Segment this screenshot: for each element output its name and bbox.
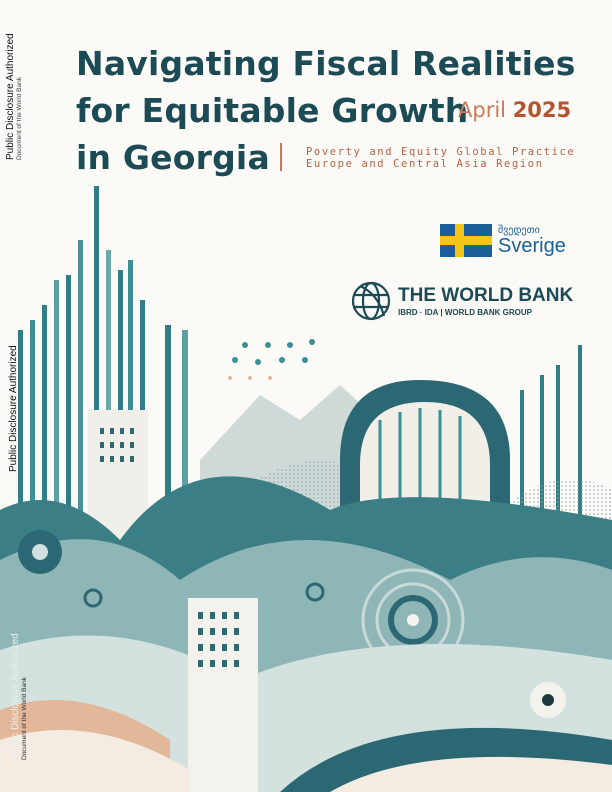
disclosure-text: Public Disclosure Authorized bbox=[10, 633, 21, 760]
disclosure-label-top: Public Disclosure Authorized Document of… bbox=[5, 33, 23, 160]
title-line-2: for Equitable Growth bbox=[76, 91, 469, 130]
subtitle: Poverty and Equity Global Practice Europ… bbox=[306, 146, 575, 170]
title-line-1: Navigating Fiscal Realities bbox=[76, 44, 576, 83]
subtitle-line-1: Poverty and Equity Global Practice bbox=[306, 146, 576, 158]
disclosure-label-mid: Public Disclosure Authorized bbox=[8, 345, 19, 472]
dots-cluster bbox=[228, 339, 315, 380]
sweden-logo: შვედეთი Sverige bbox=[440, 224, 566, 257]
cover-illustration bbox=[0, 186, 612, 792]
disclosure-text: Public Disclosure Authorized bbox=[5, 33, 16, 160]
page-title: Navigating Fiscal Realities for Equitabl… bbox=[76, 40, 576, 181]
publication-date: April 2025 bbox=[458, 98, 571, 122]
sweden-flag-icon bbox=[440, 224, 492, 257]
document-text: Document of the World Bank bbox=[21, 677, 28, 760]
document-text: Document of the World Bank bbox=[16, 77, 23, 160]
world-bank-logo: THE WORLD BANK IBRD · IDA | WORLD BANK G… bbox=[350, 280, 573, 322]
title-line-3: in Georgia bbox=[76, 138, 270, 177]
date-month: April bbox=[458, 98, 506, 122]
disclosure-text: Public Disclosure Authorized bbox=[8, 345, 19, 472]
globe-icon bbox=[351, 281, 391, 321]
world-bank-name: THE WORLD BANK bbox=[398, 284, 574, 306]
disclosure-label-bottom: Public Disclosure Authorized Document of… bbox=[10, 633, 28, 760]
building-center bbox=[188, 598, 258, 792]
sweden-georgian-name: შვედეთი bbox=[498, 225, 540, 236]
world-bank-sub: IBRD · IDA | WORLD BANK GROUP bbox=[398, 307, 532, 317]
date-year: 2025 bbox=[512, 98, 572, 122]
sweden-name: Sverige bbox=[498, 235, 566, 257]
divider bbox=[280, 143, 282, 171]
subtitle-line-2: Europe and Central Asia Region bbox=[306, 158, 544, 170]
